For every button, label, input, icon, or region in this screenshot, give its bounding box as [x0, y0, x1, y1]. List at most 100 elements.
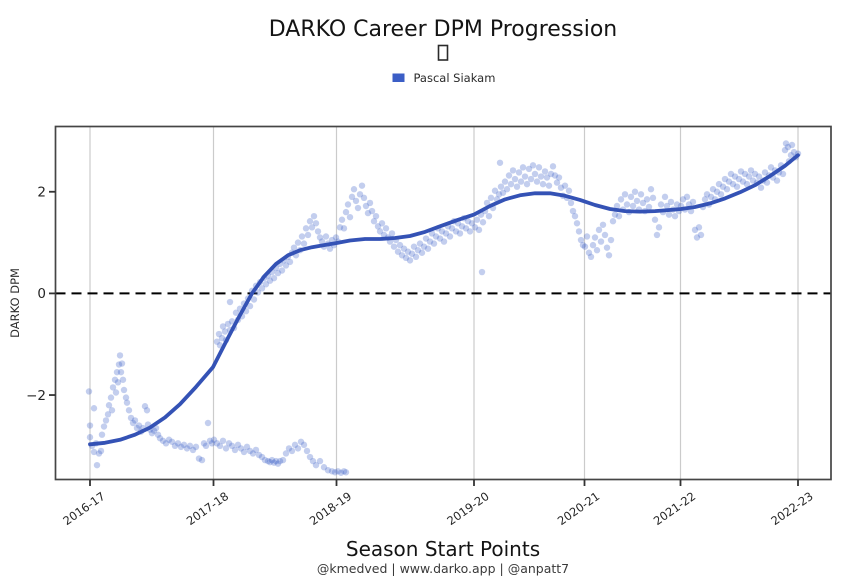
scatter-point: [717, 191, 725, 198]
scatter-point: [414, 247, 422, 254]
scatter-point: [246, 447, 254, 455]
scatter-point: [485, 212, 493, 220]
scatter-point: [258, 453, 266, 461]
scatter-point: [162, 440, 170, 447]
scatter-point: [228, 442, 236, 450]
x-tick-label: 2017-18: [184, 489, 231, 528]
scatter-point: [583, 233, 591, 240]
scatter-point: [657, 201, 665, 208]
x-axis-ticks: 2016-17 2017-18 2018-19 2019-20 2020-21 2021-…: [60, 479, 816, 528]
scatter-point: [539, 180, 547, 188]
scatter-point: [208, 440, 216, 447]
scatter-point: [663, 202, 671, 210]
scatter-point: [213, 338, 221, 345]
scatter-point: [204, 419, 212, 427]
scatter-point: [565, 187, 573, 194]
scatter-point: [767, 164, 775, 171]
scatter-point: [673, 201, 681, 208]
scatter-point: [237, 445, 245, 452]
scatter-point: [102, 417, 110, 424]
scatter-point: [577, 236, 585, 244]
scatter-point: [743, 180, 751, 188]
scatter-point: [105, 402, 113, 409]
scatter-point: [679, 196, 687, 203]
scatter-point: [661, 193, 669, 201]
scatter-point: [135, 422, 143, 429]
scatter-point: [240, 448, 248, 456]
scatter-point: [298, 233, 306, 240]
scatter-point: [511, 175, 519, 183]
scatter-point: [314, 228, 322, 235]
scatter-point: [226, 298, 234, 306]
scatter-point: [231, 446, 239, 454]
scatter-point: [177, 443, 185, 451]
scatter-point: [521, 173, 529, 180]
scatter-point: [304, 231, 312, 239]
scatter-point: [569, 207, 577, 215]
scatter-point: [607, 236, 615, 244]
scatter-point: [326, 245, 334, 252]
x-tick-label: 2020-21: [555, 489, 602, 528]
scatter-point: [575, 228, 583, 235]
scatter-point: [442, 230, 450, 237]
y-tick-label: 2: [37, 185, 46, 201]
scatter-point: [356, 191, 364, 198]
scatter-point: [655, 224, 663, 231]
scatter-point: [95, 450, 103, 457]
scatter-point: [735, 175, 743, 183]
scatter-point: [324, 467, 332, 474]
scatter-point: [733, 183, 741, 190]
scatter-point: [165, 436, 173, 443]
scatter-point: [243, 443, 251, 451]
scatter-point: [306, 453, 314, 461]
scatter-point: [148, 429, 156, 437]
scatter-point: [573, 220, 581, 227]
scatter-point: [745, 173, 753, 180]
legend: Pascal Siakam: [392, 71, 495, 85]
scatter-point: [448, 225, 456, 232]
scatter-point: [430, 240, 438, 247]
scatter-point: [637, 191, 645, 198]
scatter-point: [337, 469, 345, 476]
scatter-point: [215, 330, 223, 338]
scatter-point: [645, 203, 653, 211]
x-axis-title: Season Start Points: [346, 537, 540, 561]
scatter-point: [416, 240, 424, 247]
scatter-point: [331, 469, 339, 476]
scatter-point: [309, 457, 317, 465]
scatter-point: [398, 252, 406, 259]
scatter-point: [527, 175, 535, 183]
scatter-point: [358, 182, 366, 189]
scatter-point: [370, 218, 378, 225]
scatter-point: [555, 174, 563, 181]
scatter-point: [623, 201, 631, 208]
scatter-point: [549, 163, 557, 170]
scatter-point: [721, 175, 729, 183]
scatter-point: [288, 447, 296, 455]
scatter-point: [605, 252, 613, 259]
scatter-point: [133, 424, 141, 432]
scatter-point: [198, 456, 206, 464]
scatter-point: [360, 194, 368, 202]
scatter-point: [591, 234, 599, 241]
scatter-point: [519, 164, 527, 171]
scatter-point: [85, 388, 93, 395]
scatter-point: [294, 445, 302, 452]
scatter-point: [723, 186, 731, 193]
scatter-point: [751, 170, 759, 178]
scatter-point: [258, 285, 266, 292]
scatter-point: [452, 228, 460, 235]
scatter-point: [285, 445, 293, 452]
scatter-point: [406, 257, 414, 264]
scatter-point: [418, 249, 426, 256]
scatter-point: [111, 376, 119, 383]
scatter-point: [195, 455, 203, 462]
scatter-point: [617, 196, 625, 203]
scatter-point: [154, 431, 162, 438]
scatter-point: [561, 182, 569, 189]
x-tick-label: 2018-19: [307, 489, 354, 528]
scatter-point: [250, 296, 258, 303]
scatter-point: [631, 188, 639, 195]
legend-swatch: [392, 73, 405, 82]
